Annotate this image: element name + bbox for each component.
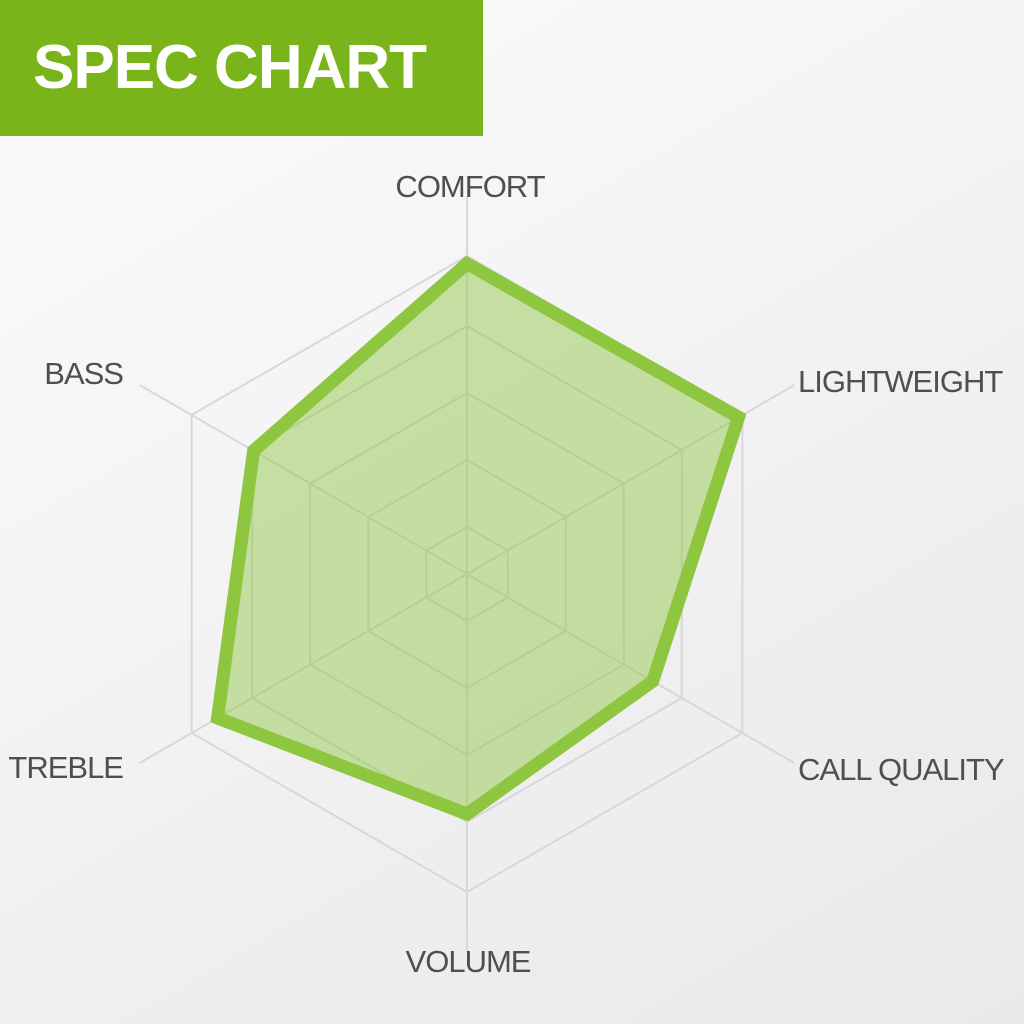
axis-label-treble: TREBLE [8, 750, 124, 785]
page-title: SPEC CHART [33, 33, 427, 102]
axis-spoke [139, 384, 468, 575]
axis-label-volume: VOLUME [405, 944, 532, 979]
axis-label-bass: BASS [44, 356, 124, 391]
axis-spoke [466, 573, 795, 764]
axis-label-comfort: COMFORT [395, 169, 545, 204]
axis-spoke [139, 573, 468, 764]
title-banner: SPEC CHART [0, 0, 483, 136]
axis-label-lightweight: LIGHTWEIGHT [798, 364, 1003, 399]
data-polygon [210, 255, 747, 822]
axis-label-call-quality: CALL QUALITY [798, 752, 1005, 787]
